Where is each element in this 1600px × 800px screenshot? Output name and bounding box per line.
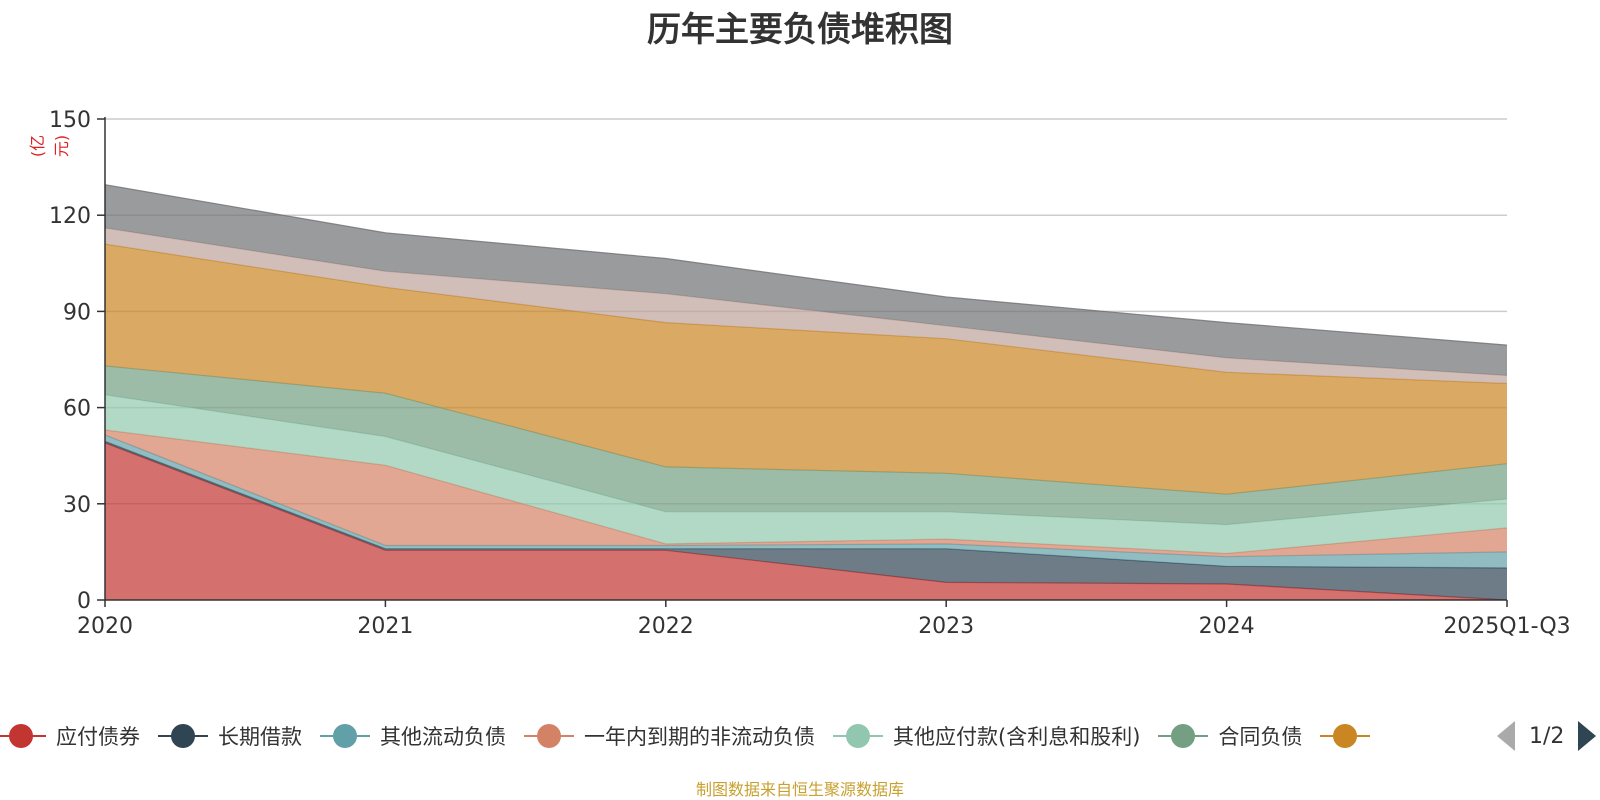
- legend-label: 其他应付款(含利息和股利): [893, 725, 1141, 749]
- x-tick-label: 2023: [918, 614, 974, 639]
- x-tick-label: 2025Q1-Q3: [1443, 614, 1570, 639]
- legend-label: 长期借款: [218, 725, 302, 749]
- legend: 应付债券 长期借款 其他流动负债 一年内到期的非流动负债 其他应付款(含利息和股利) 合同…: [0, 718, 1470, 754]
- legend-marker-icon: [0, 721, 46, 751]
- axes: 0 30 60 90 120 150 2020 2021 2022 2023 2024 2025Q1-…: [49, 108, 1571, 639]
- area-series-4: [105, 394, 1507, 554]
- legend-label: 应付债券: [56, 725, 140, 749]
- y-tick-label: 90: [63, 300, 91, 325]
- legend-page-indicator: 1/2: [1529, 723, 1565, 749]
- y-tick-label: 150: [49, 108, 91, 133]
- x-tick-label: 2021: [357, 614, 413, 639]
- y-tick-label: 60: [63, 397, 91, 422]
- legend-label: 其他流动负债: [380, 725, 506, 749]
- chart-title: 历年主要负债堆积图: [647, 10, 953, 50]
- x-tick-label: 2024: [1199, 614, 1255, 639]
- legend-marker-icon: [320, 721, 370, 751]
- legend-marker-icon: [1320, 721, 1371, 751]
- legend-label: 一年内到期的非流动负债: [584, 725, 815, 749]
- legend-pager: 1/2: [1497, 718, 1597, 754]
- legend-item[interactable]: 其他流动负债: [320, 718, 506, 754]
- legend-item[interactable]: 其他应付款(含利息和股利): [833, 718, 1140, 754]
- stacked-areas: [104, 184, 1508, 601]
- legend-label: 合同负债: [1218, 725, 1303, 749]
- legend-marker-icon: [1158, 721, 1209, 751]
- legend-item[interactable]: 应付债券: [0, 718, 140, 754]
- area-series-6: [105, 244, 1507, 495]
- y-tick-label: 30: [63, 493, 91, 518]
- legend-item[interactable]: [1320, 718, 1380, 754]
- legend-marker-icon: [158, 721, 208, 751]
- area-series-0: [105, 442, 1507, 600]
- x-tick-label: 2022: [638, 614, 694, 639]
- legend-marker-icon: [524, 721, 574, 751]
- area-series-3: [105, 430, 1507, 557]
- y-tick-label: 120: [49, 204, 91, 229]
- legend-item[interactable]: 合同负债: [1158, 718, 1302, 754]
- legend-item[interactable]: 一年内到期的非流动负债: [524, 718, 815, 754]
- line-series-8: [104, 184, 1508, 346]
- x-tick-label: 2020: [77, 614, 133, 639]
- area-series-1: [105, 441, 1507, 600]
- legend-prev-page-icon[interactable]: [1497, 721, 1515, 751]
- area-series-5: [105, 365, 1507, 525]
- legend-item[interactable]: 长期借款: [158, 718, 302, 754]
- legend-next-page-icon[interactable]: [1578, 721, 1597, 751]
- data-source-note: 制图数据来自恒生聚源数据库: [695, 780, 904, 799]
- area-series-8: [105, 184, 1507, 376]
- area-series-7: [105, 228, 1507, 384]
- y-tick-label: 0: [77, 589, 91, 614]
- legend-marker-icon: [833, 721, 883, 751]
